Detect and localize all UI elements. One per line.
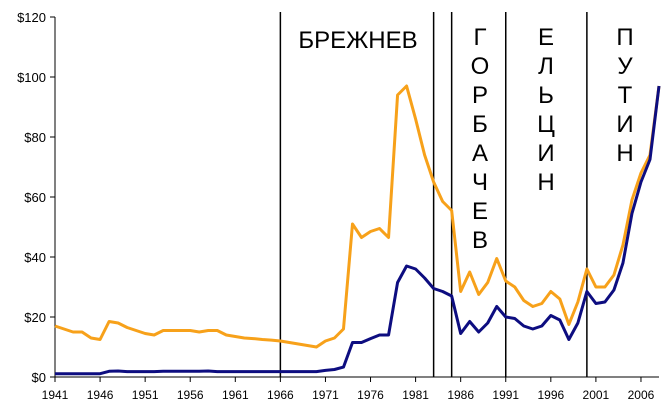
x-tick-label: 1941 <box>42 388 69 402</box>
x-tick-label: 2001 <box>583 388 610 402</box>
x-tick-label: 1966 <box>267 388 294 402</box>
y-tick-label: $120 <box>17 10 46 25</box>
series-line <box>54 84 661 349</box>
x-tick-label: 2006 <box>628 388 655 402</box>
x-tick-label: 1991 <box>492 388 519 402</box>
x-tick-label: 1976 <box>357 388 384 402</box>
y-tick-label: $80 <box>24 130 46 145</box>
x-tick-label: 1971 <box>312 388 339 402</box>
series-line <box>55 85 661 376</box>
era-label: ГОРБАЧЕВ <box>467 24 494 256</box>
y-tick-label: $40 <box>24 250 46 265</box>
x-tick-label: 1956 <box>177 388 204 402</box>
x-tick-label: 1961 <box>222 388 249 402</box>
y-tick-label: $100 <box>17 70 46 85</box>
era-label: БРЕЖНЕВ <box>298 27 417 54</box>
x-tick-label: 1951 <box>132 388 159 402</box>
y-tick-label: $20 <box>24 310 46 325</box>
x-tick-label: 1946 <box>87 388 114 402</box>
y-tick-label: $0 <box>32 370 46 385</box>
x-tick-label: 1986 <box>447 388 474 402</box>
x-tick-label: 1981 <box>402 388 429 402</box>
x-tick-label: 1996 <box>537 388 564 402</box>
era-label: ПУТИН <box>612 24 639 169</box>
era-label: ЕЛЬЦИН <box>533 24 560 198</box>
y-tick-label: $60 <box>24 190 46 205</box>
